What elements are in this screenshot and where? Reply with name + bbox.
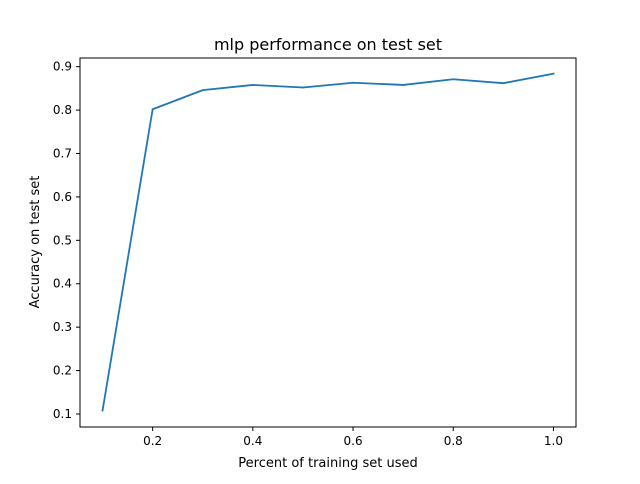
x-tick-label: 0.2 xyxy=(143,434,162,448)
y-tick-label: 0.1 xyxy=(53,407,72,421)
data-point xyxy=(402,84,405,86)
data-point xyxy=(452,78,455,81)
y-tick-label: 0.3 xyxy=(53,320,72,334)
x-tick-label: 1.0 xyxy=(544,434,563,448)
x-tick-label: 0.4 xyxy=(243,434,262,448)
y-tick-label: 0.8 xyxy=(53,103,72,117)
data-point xyxy=(101,409,104,412)
series-line-0 xyxy=(101,72,555,412)
axes-frame xyxy=(79,57,577,428)
data-point xyxy=(352,81,354,84)
y-axis-label: Accuracy on test set xyxy=(28,176,43,309)
data-point xyxy=(251,84,254,86)
x-axis-label: Percent of training set used xyxy=(238,456,417,471)
y-tick-label: 0.2 xyxy=(53,364,72,378)
y-tick-label: 0.4 xyxy=(53,277,72,291)
x-tick-label: 0.8 xyxy=(444,434,463,448)
data-point xyxy=(552,72,555,75)
chart-title: mlp performance on test set xyxy=(214,35,442,54)
data-point xyxy=(302,86,304,89)
x-tick-label: 0.6 xyxy=(344,434,363,448)
y-tick-label: 0.5 xyxy=(53,233,72,247)
data-point xyxy=(502,82,505,85)
y-tick-label: 0.9 xyxy=(53,60,72,74)
y-tick-label: 0.7 xyxy=(53,147,72,161)
y-tick-label: 0.6 xyxy=(53,190,72,204)
data-point xyxy=(151,108,154,111)
data-point xyxy=(201,89,204,92)
plot-area: 0.2 0.4 0.6 0.8 1.0 0.1 0.2 0.3 0.4 0.5 0.6 0.7 0.8 0… xyxy=(53,57,577,448)
